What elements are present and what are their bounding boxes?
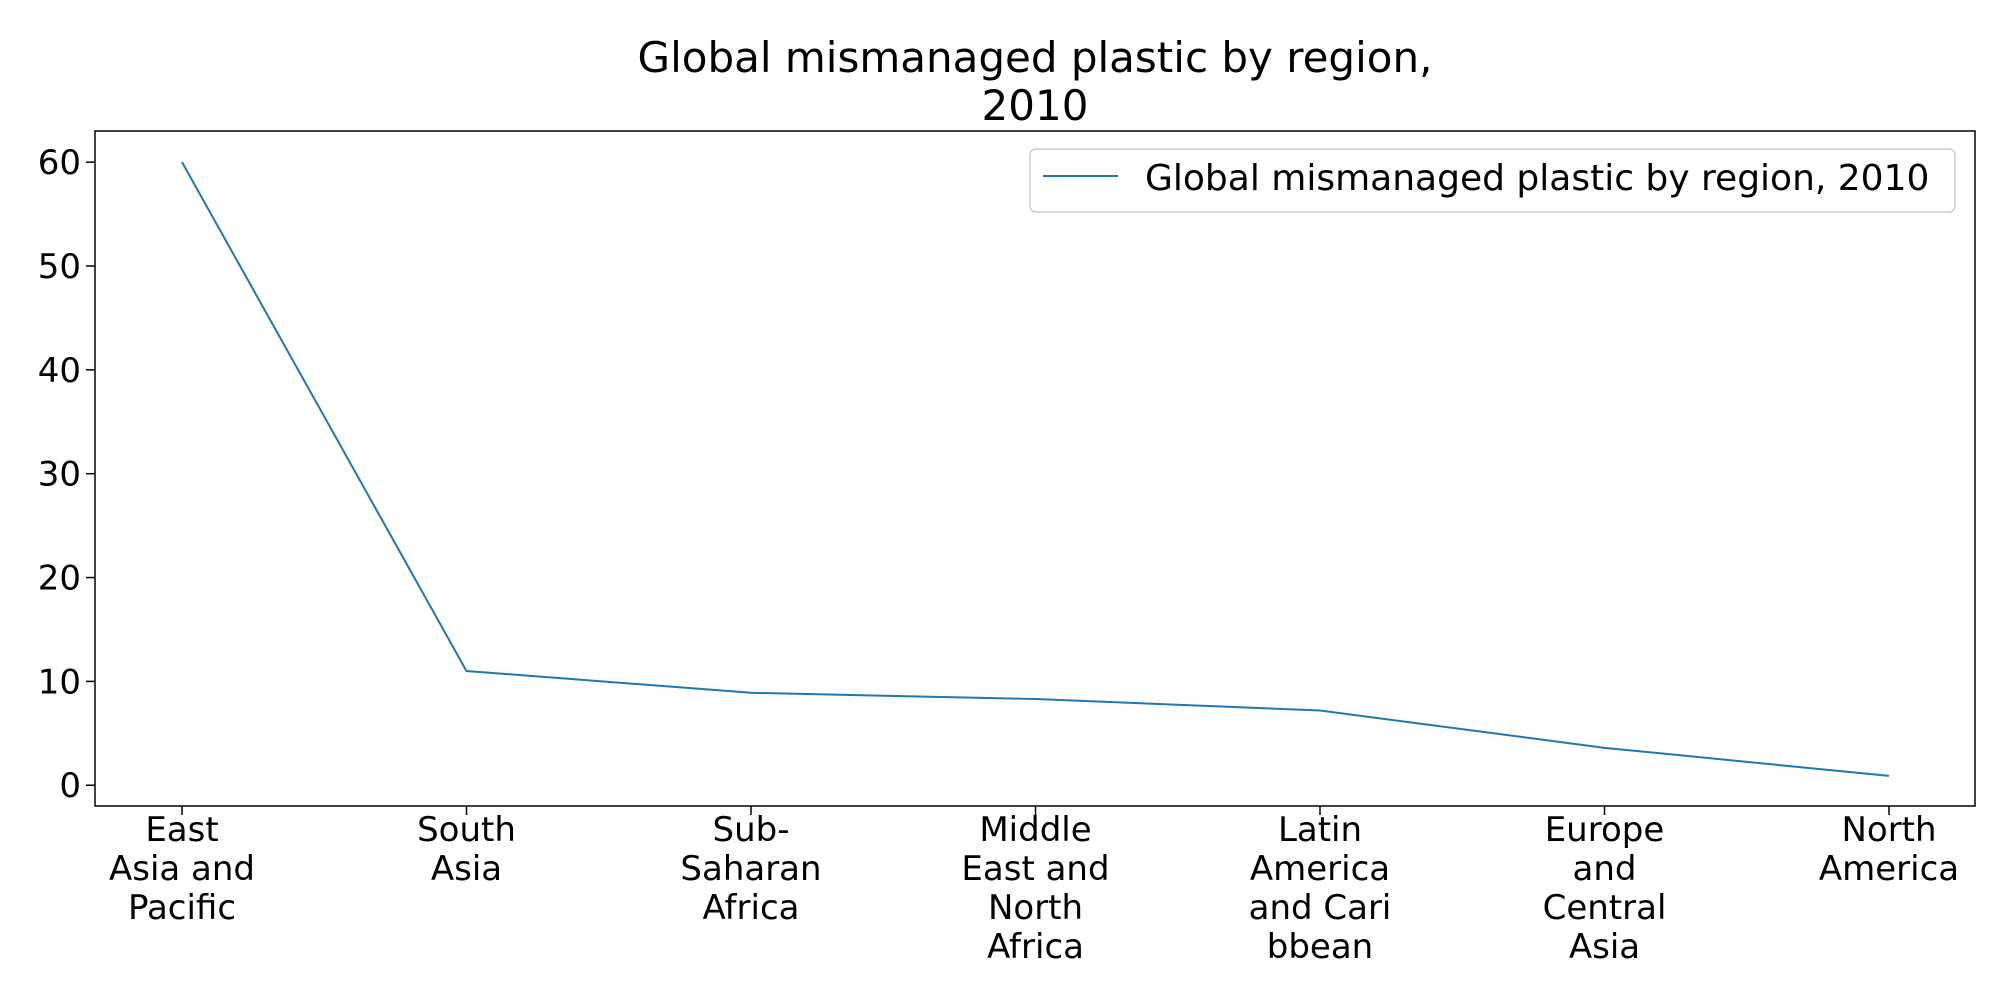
chart-title: Global mismanaged plastic by region, 2010: [638, 33, 1433, 130]
x-tick-label: South Asia: [417, 810, 516, 889]
y-axis: 0 10 20 30 40 50 60: [38, 143, 95, 806]
legend-label: Global mismanaged plastic by region, 201…: [1145, 158, 1929, 199]
y-tick-label: 60: [38, 143, 81, 183]
series-line: [181, 161, 1890, 777]
x-axis: East Asia and Pacific South Asia Sub-Saharan A…: [109, 806, 1959, 967]
y-tick-label: 30: [38, 455, 81, 495]
y-tick-label: 40: [38, 351, 81, 391]
series-layer: [181, 161, 1890, 777]
x-tick-label: North America: [1819, 810, 1959, 889]
y-tick-label: 50: [38, 247, 81, 287]
y-tick-label: 0: [59, 766, 81, 806]
x-tick-label: Latin America and Cari bbean: [1249, 810, 1392, 967]
legend-box: [1029, 148, 1956, 213]
x-tick-label: Europe and Central Asia: [1543, 810, 1667, 967]
chart-title-text: Global mismanaged plastic by region, 2010: [638, 33, 1433, 130]
x-tick-label: Middle East and North Africa: [961, 810, 1109, 967]
y-tick-label: 10: [38, 662, 81, 702]
x-tick-label: Sub-Saharan Africa: [680, 810, 821, 928]
plot-area: [94, 130, 1976, 807]
y-tick-label: 20: [38, 559, 81, 599]
legend: Global mismanaged plastic by region, 201…: [1029, 148, 1956, 213]
x-tick-label: East Asia and Pacific: [109, 810, 255, 928]
